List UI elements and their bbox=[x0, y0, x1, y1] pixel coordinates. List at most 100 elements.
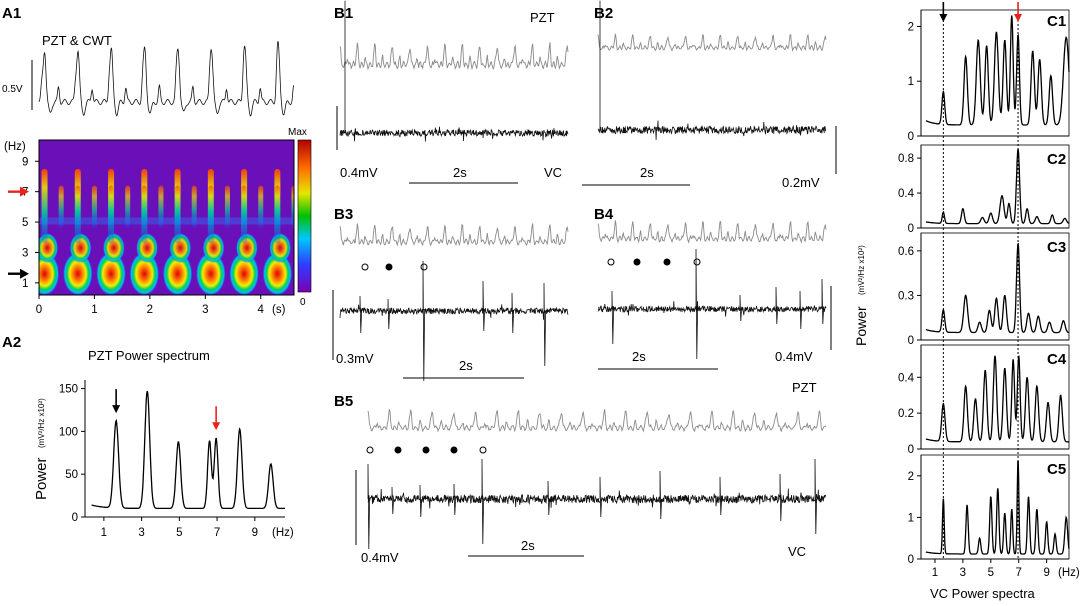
C-x-tick-label: 3 bbox=[960, 567, 966, 579]
A2-y-tick-label: 150 bbox=[59, 384, 78, 396]
B2-voltage-label: 0.2mV bbox=[782, 175, 820, 190]
cwt-spike-small bbox=[291, 185, 294, 229]
A1-colorbar-min: 0 bbox=[300, 297, 306, 308]
B3-event-markers bbox=[361, 263, 428, 271]
C3-frame bbox=[920, 232, 1070, 341]
A2-title: PZT Power spectrum bbox=[88, 348, 210, 363]
C-x-unit: (Hz) bbox=[1058, 567, 1080, 579]
C-arrowhead bbox=[1014, 14, 1023, 22]
C4-y-tick-label: 0 bbox=[908, 444, 914, 456]
A2-y-tick-label: 100 bbox=[59, 426, 78, 438]
A2-x-unit: (Hz) bbox=[272, 527, 294, 539]
panel-label-B2: B2 bbox=[594, 5, 613, 22]
B2-vc-trace bbox=[597, 0, 827, 140]
A1-cwt-heatmap bbox=[38, 139, 295, 296]
C2-y-tick-label: 0 bbox=[908, 223, 914, 235]
B1-time-label: 2s bbox=[453, 165, 467, 180]
A1-x-tick-label: 1 bbox=[91, 304, 97, 316]
A1-title: PZT & CWT bbox=[42, 33, 112, 48]
A1-y-tick-label: 3 bbox=[22, 247, 28, 259]
B5-pzt-trace bbox=[367, 409, 827, 433]
cwt-spike-small bbox=[258, 185, 264, 229]
C1-frame bbox=[920, 9, 1070, 137]
A2-y-tick-label: 0 bbox=[72, 512, 78, 524]
A2-ylabel: Power bbox=[33, 457, 50, 500]
cwt-spike-small bbox=[241, 185, 247, 229]
open-event-marker bbox=[607, 258, 615, 266]
A1-voltage-scale-label: 0.5V bbox=[2, 84, 23, 95]
C4-frame bbox=[920, 344, 1070, 450]
A1-y-tick-label: 5 bbox=[22, 217, 28, 229]
cwt-blob-low bbox=[162, 251, 193, 295]
B5-event-markers bbox=[366, 446, 487, 454]
B3-time-label: 2s bbox=[459, 358, 473, 373]
A1-y-unit: (Hz) bbox=[4, 141, 26, 153]
panel-label-B3: B3 bbox=[334, 206, 353, 223]
A1-arrowhead bbox=[20, 186, 29, 197]
C-x-tick-label: 5 bbox=[988, 567, 994, 579]
open-event-marker bbox=[693, 258, 701, 266]
A1-x-tick-label: 4 bbox=[258, 304, 265, 316]
C4-y-tick-label: 0.4 bbox=[898, 372, 915, 384]
A1-colorbar-max: Max bbox=[288, 127, 307, 138]
panel-label-A1: A1 bbox=[2, 5, 21, 22]
A2-arrowhead bbox=[212, 422, 221, 431]
cwt-spike-small bbox=[75, 185, 81, 229]
B1-vc-trace bbox=[339, 0, 569, 142]
open-event-marker bbox=[361, 263, 369, 271]
A2-x-tick-label: 1 bbox=[101, 527, 107, 539]
C1-spectrum-line bbox=[925, 15, 1070, 126]
C2-y-tick-label: 0.8 bbox=[898, 153, 914, 165]
cwt-spike-small bbox=[58, 185, 64, 229]
C-arrowhead bbox=[939, 14, 948, 22]
panel-label-B5: B5 bbox=[334, 393, 353, 410]
filled-event-marker bbox=[663, 258, 671, 266]
panel-label-C4: C4 bbox=[1047, 351, 1067, 368]
cwt-spike-small bbox=[141, 185, 147, 229]
A1-y-tick-label: 9 bbox=[22, 156, 28, 168]
filled-event-marker bbox=[394, 446, 402, 454]
cwt-spike-small bbox=[125, 185, 131, 229]
cwt-blob-low bbox=[195, 251, 226, 295]
B4-vc-trace bbox=[597, 248, 827, 360]
C5-y-tick-label: 1 bbox=[908, 512, 914, 524]
C-xlabel: VC Power spectra bbox=[930, 586, 1036, 601]
cwt-blob-low bbox=[62, 251, 93, 295]
panel-label-B1: B1 bbox=[334, 5, 353, 22]
A2-spectrum-line bbox=[91, 390, 285, 510]
C5-y-tick-label: 2 bbox=[908, 471, 914, 483]
filled-event-marker bbox=[450, 446, 458, 454]
C1-y-tick-label: 2 bbox=[908, 21, 914, 33]
cwt-spike-small bbox=[208, 185, 214, 229]
A2-arrowhead bbox=[112, 405, 121, 414]
A1-x-tick-label: 0 bbox=[36, 304, 42, 316]
A1-x-ticks: 0 1 2 3 4 bbox=[36, 295, 265, 316]
C-x-tick-label: 7 bbox=[1016, 567, 1022, 579]
B3-vc-trace bbox=[339, 260, 569, 382]
A1-arrowhead bbox=[20, 268, 29, 279]
A2-power-spectrum: 0 50 100 150 1 3 5 7 9 bbox=[59, 380, 285, 539]
open-event-marker bbox=[420, 263, 428, 271]
B5-vc-tag: VC bbox=[788, 544, 806, 559]
B5-pzt-tag: PZT bbox=[792, 380, 817, 395]
cwt-blob-low bbox=[129, 251, 160, 295]
panel-label-C1: C1 bbox=[1047, 13, 1066, 30]
panel-label-C2: C2 bbox=[1047, 151, 1066, 168]
C1-y-tick-label: 1 bbox=[908, 76, 914, 88]
open-event-marker bbox=[366, 446, 374, 454]
cwt-spike-small bbox=[191, 185, 197, 229]
C2-spectrum-line bbox=[925, 148, 1070, 225]
A2-x-tick-label: 9 bbox=[252, 527, 258, 539]
panel-label-C3: C3 bbox=[1047, 239, 1066, 256]
panel-label-A2: A2 bbox=[2, 334, 21, 351]
C3-spectrum-line bbox=[925, 242, 1069, 334]
cwt-band bbox=[39, 217, 294, 225]
B1-vc-tag: VC bbox=[544, 165, 562, 180]
C4-y-tick-label: 0.2 bbox=[898, 408, 914, 420]
cwt-spike-small bbox=[274, 185, 280, 229]
B2-time-label: 2s bbox=[640, 165, 654, 180]
A1-x-tick-label: 2 bbox=[147, 304, 153, 316]
A2-x-tick-label: 3 bbox=[138, 527, 144, 539]
B1-pzt-trace bbox=[339, 42, 569, 71]
